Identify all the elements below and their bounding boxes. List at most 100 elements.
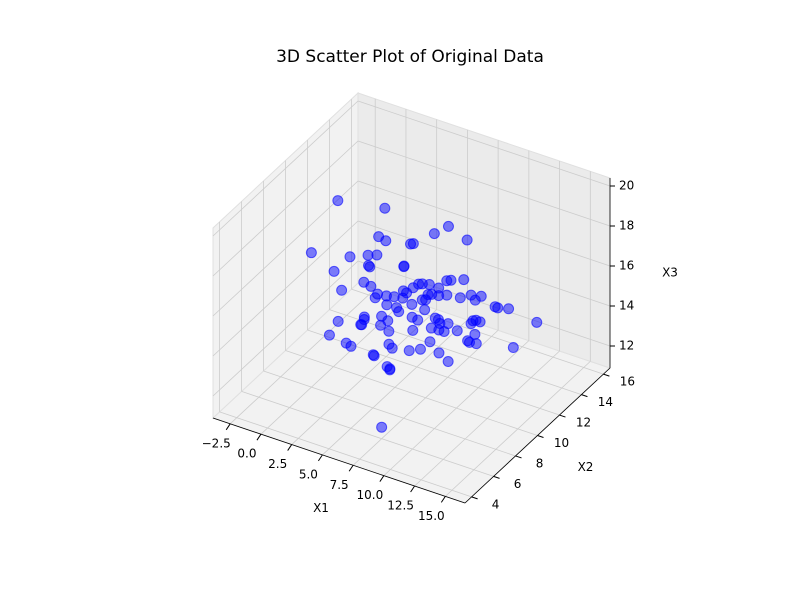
point: [475, 290, 487, 302]
point: [407, 324, 419, 336]
point: [336, 284, 348, 296]
point: [420, 294, 432, 306]
x-tick-label: 2.5: [268, 457, 287, 471]
point: [442, 356, 454, 368]
y-tick: [515, 455, 522, 459]
point: [433, 347, 445, 359]
grid-line: [357, 260, 611, 347]
point: [398, 260, 410, 272]
y-tick: [537, 435, 544, 438]
y-tick-label: 4: [492, 497, 500, 511]
z-tick-label: 16: [619, 259, 634, 273]
grid-line: [357, 180, 611, 267]
y-tick: [559, 414, 566, 418]
grid-line: [212, 100, 359, 237]
point: [441, 289, 453, 301]
grid-line: [212, 140, 359, 277]
point: [379, 202, 391, 214]
y-tick-label: 6: [514, 477, 522, 491]
x-tick-label: 7.5: [330, 478, 349, 492]
point: [461, 234, 473, 246]
grid-line: [285, 350, 538, 436]
z-axis-label: X3: [662, 266, 678, 280]
y-tick-label: 8: [536, 456, 544, 470]
point: [363, 259, 375, 271]
x-tick: [440, 496, 446, 503]
point: [424, 336, 436, 348]
point: [451, 325, 463, 337]
point: [397, 292, 409, 304]
x-tick: [256, 433, 262, 441]
point: [454, 292, 466, 304]
point: [425, 322, 437, 334]
point: [423, 278, 435, 290]
point: [507, 342, 519, 354]
y-axis-label: X2: [578, 460, 594, 474]
point: [376, 421, 388, 433]
grid-line: [219, 411, 472, 498]
point: [465, 289, 477, 301]
point: [428, 228, 440, 240]
point: [429, 312, 441, 324]
point: [406, 298, 418, 310]
point: [368, 350, 380, 362]
point: [332, 195, 344, 207]
grid-line: [357, 140, 611, 227]
point: [380, 290, 392, 302]
x-tick: [225, 423, 231, 431]
point: [419, 304, 431, 316]
point: [406, 311, 418, 323]
y-tick-label: 10: [554, 436, 569, 450]
grid-line: [357, 100, 611, 187]
x-tick: [317, 454, 323, 462]
y-tick: [493, 475, 500, 479]
x-axis: [212, 417, 466, 504]
x-tick-label: 12.5: [387, 499, 414, 513]
point: [382, 315, 394, 327]
point: [414, 343, 426, 355]
y-tick-label: 12: [576, 416, 591, 430]
grid-line: [329, 309, 582, 395]
point: [332, 315, 344, 327]
point: [358, 276, 370, 288]
y-tick-label: 16: [620, 375, 635, 389]
point: [405, 238, 417, 250]
point: [467, 315, 479, 327]
x-tick: [379, 475, 385, 482]
chart-title: 3D Scatter Plot of Original Data: [276, 47, 544, 67]
point: [531, 316, 543, 328]
point: [442, 318, 454, 330]
point: [393, 306, 405, 318]
point: [358, 311, 370, 323]
x-tick: [348, 464, 354, 472]
grid-line: [212, 260, 359, 397]
x-tick-label: 10.0: [357, 488, 384, 502]
y-axis: [464, 367, 611, 504]
point: [371, 249, 383, 261]
point: [442, 220, 454, 232]
point: [407, 282, 419, 294]
point: [441, 275, 453, 287]
point: [383, 325, 395, 337]
grid-line: [212, 220, 359, 357]
y-tick: [581, 394, 588, 398]
point: [403, 345, 415, 357]
grid-line: [263, 370, 516, 457]
point: [323, 329, 335, 341]
z-tick-label: 20: [619, 179, 634, 193]
z-tick-label: 12: [619, 339, 634, 353]
point: [384, 363, 396, 375]
grid-line: [241, 391, 494, 477]
y-tick-label: 14: [598, 395, 613, 409]
point: [458, 274, 470, 286]
x-tick-label: 5.0: [299, 467, 318, 481]
point: [344, 251, 356, 263]
x-tick-label: 15.0: [418, 509, 445, 523]
y-tick: [603, 373, 610, 377]
x-tick-label: 0.0: [237, 447, 256, 461]
z-tick-label: 18: [619, 219, 634, 233]
point: [305, 247, 317, 259]
point: [345, 340, 357, 352]
